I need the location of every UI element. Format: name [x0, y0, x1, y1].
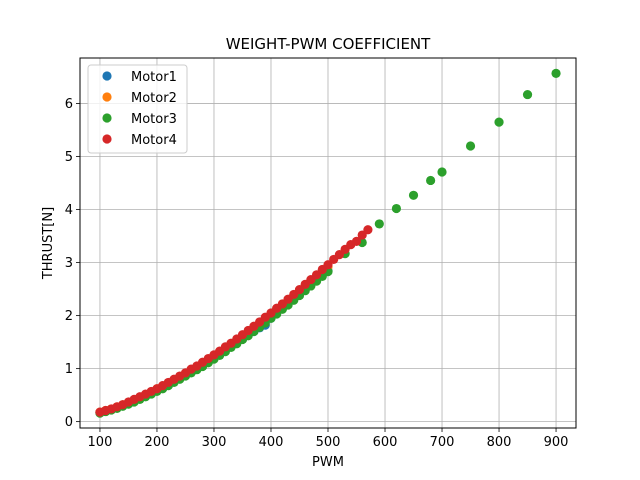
y-tick-label: 3: [65, 256, 73, 271]
x-tick-label: 600: [373, 435, 398, 450]
y-tick-label: 1: [65, 362, 73, 377]
motor4-point: [351, 236, 362, 247]
legend: Motor1 Motor2 Motor3 Motor4: [87, 64, 188, 154]
motor3-point: [522, 89, 533, 100]
x-tick-label: 800: [487, 435, 512, 450]
y-tick-label: 4: [65, 203, 73, 218]
x-tick-label: 900: [544, 435, 569, 450]
y-axis-label: THRUST[N]: [41, 207, 56, 280]
motor4-legend-label: Motor4: [131, 133, 177, 148]
points-layer: [95, 68, 561, 418]
motor3-point: [426, 175, 436, 186]
y-tick-label: 2: [65, 309, 73, 324]
x-tick-label: 100: [88, 435, 113, 450]
motor3-point: [494, 117, 504, 127]
x-tick-label: 400: [259, 435, 284, 450]
motor2-legend-marker: [102, 92, 112, 102]
motor4-legend-marker: [102, 134, 112, 144]
motor4-point: [363, 225, 373, 235]
legend-entries: Motor1 Motor2 Motor3 Motor4: [102, 70, 177, 148]
y-tick-label: 6: [65, 97, 73, 112]
motor3-point: [551, 68, 561, 78]
motor3-legend-label: Motor3: [131, 112, 177, 127]
legend-box: [87, 64, 188, 154]
x-tick-label: 700: [430, 435, 455, 450]
motor1-legend-label: Motor1: [131, 70, 177, 85]
motor3-point: [374, 219, 384, 229]
motor3-point: [465, 141, 476, 151]
x-tick-label: 500: [316, 435, 341, 450]
x-tick-label: 300: [202, 435, 227, 450]
y-tick-label: 0: [65, 415, 73, 430]
x-axis-label: PWM: [312, 455, 344, 470]
motor3-legend-marker: [102, 113, 112, 123]
chart-title: WEIGHT-PWM COEFFICIENT: [226, 35, 431, 53]
motor1-legend-marker: [102, 71, 112, 81]
ticks-layer: 100 200 300 400 500 600 700 800 900 0 1 2 3 4 5 6: [65, 97, 569, 450]
motor2-legend-label: Motor2: [131, 91, 177, 106]
x-tick-label: 200: [145, 435, 170, 450]
motor3-point: [408, 190, 419, 200]
motor3-point: [391, 203, 402, 214]
y-tick-label: 5: [65, 150, 73, 165]
motor3-point: [437, 167, 447, 177]
